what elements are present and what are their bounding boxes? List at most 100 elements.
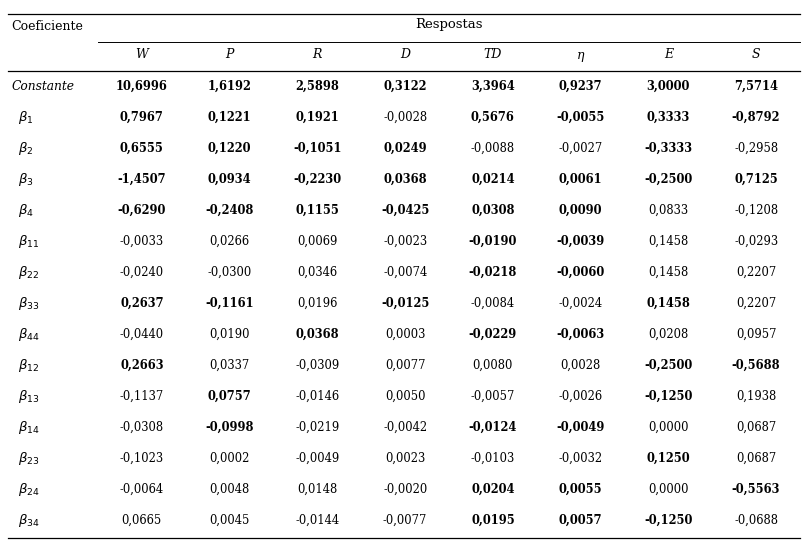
Text: 0,0195: 0,0195 xyxy=(471,514,515,527)
Text: -0,0020: -0,0020 xyxy=(383,483,427,496)
Text: -0,0146: -0,0146 xyxy=(295,390,339,403)
Text: -0,1137: -0,1137 xyxy=(120,390,164,403)
Text: 0,0934: 0,0934 xyxy=(208,173,251,186)
Text: -0,0240: -0,0240 xyxy=(120,266,164,279)
Text: -0,1250: -0,1250 xyxy=(644,390,692,403)
Text: -0,0688: -0,0688 xyxy=(734,514,778,527)
Text: 0,0833: 0,0833 xyxy=(648,204,688,217)
Text: -0,0425: -0,0425 xyxy=(381,204,430,217)
Text: -0,0055: -0,0055 xyxy=(556,111,604,124)
Text: -0,2500: -0,2500 xyxy=(644,359,692,372)
Text: -0,0024: -0,0024 xyxy=(559,297,603,310)
Text: -0,2230: -0,2230 xyxy=(293,173,342,186)
Text: Coeficiente: Coeficiente xyxy=(11,20,83,33)
Text: -0,0084: -0,0084 xyxy=(471,297,515,310)
Text: $\beta_{14}$: $\beta_{14}$ xyxy=(18,419,39,436)
Text: -0,0028: -0,0028 xyxy=(383,111,427,124)
Text: 0,0000: 0,0000 xyxy=(648,483,688,496)
Text: 0,0266: 0,0266 xyxy=(210,235,250,248)
Text: -0,0218: -0,0218 xyxy=(468,266,517,279)
Text: $\beta_{13}$: $\beta_{13}$ xyxy=(18,388,39,405)
Text: -0,0293: -0,0293 xyxy=(734,235,778,248)
Text: 0,0190: 0,0190 xyxy=(210,328,250,341)
Text: -0,0998: -0,0998 xyxy=(206,421,254,434)
Text: -0,0309: -0,0309 xyxy=(295,359,339,372)
Text: 3,3964: 3,3964 xyxy=(471,80,515,93)
Text: -0,0063: -0,0063 xyxy=(556,328,604,341)
Text: -0,0042: -0,0042 xyxy=(383,421,427,434)
Text: 0,2207: 0,2207 xyxy=(736,266,776,279)
Text: E: E xyxy=(664,48,673,61)
Text: $\beta_{22}$: $\beta_{22}$ xyxy=(18,264,39,281)
Text: 0,7967: 0,7967 xyxy=(120,111,164,124)
Text: 0,1938: 0,1938 xyxy=(736,390,776,403)
Text: 0,0048: 0,0048 xyxy=(210,483,250,496)
Text: 0,9237: 0,9237 xyxy=(559,80,602,93)
Text: -0,1161: -0,1161 xyxy=(206,297,254,310)
Text: 0,3333: 0,3333 xyxy=(646,111,690,124)
Text: 0,0757: 0,0757 xyxy=(208,390,251,403)
Text: 0,0308: 0,0308 xyxy=(472,204,514,217)
Text: 0,1458: 0,1458 xyxy=(646,297,690,310)
Text: -0,0077: -0,0077 xyxy=(383,514,427,527)
Text: 0,0687: 0,0687 xyxy=(736,421,776,434)
Text: Constante: Constante xyxy=(12,80,75,93)
Text: W: W xyxy=(135,48,148,61)
Text: -0,0088: -0,0088 xyxy=(471,142,515,155)
Text: $\beta_{12}$: $\beta_{12}$ xyxy=(18,357,39,374)
Text: Respostas: Respostas xyxy=(415,18,483,31)
Text: -0,0026: -0,0026 xyxy=(559,390,603,403)
Text: 0,0665: 0,0665 xyxy=(122,514,162,527)
Text: -0,0124: -0,0124 xyxy=(468,421,517,434)
Text: -0,0049: -0,0049 xyxy=(556,421,604,434)
Text: -0,0049: -0,0049 xyxy=(295,452,339,465)
Text: R: R xyxy=(313,48,322,61)
Text: $\beta_{11}$: $\beta_{11}$ xyxy=(18,233,39,250)
Text: -0,2408: -0,2408 xyxy=(206,204,254,217)
Text: -0,1051: -0,1051 xyxy=(293,142,342,155)
Text: 1,6192: 1,6192 xyxy=(208,80,251,93)
Text: -1,4507: -1,4507 xyxy=(118,173,166,186)
Text: -0,0064: -0,0064 xyxy=(120,483,164,496)
Text: -0,1023: -0,1023 xyxy=(120,452,164,465)
Text: $\beta_{1}$: $\beta_{1}$ xyxy=(18,109,34,126)
Text: 0,1458: 0,1458 xyxy=(648,266,688,279)
Text: 0,7125: 0,7125 xyxy=(734,173,778,186)
Text: TD: TD xyxy=(484,48,502,61)
Text: 0,0204: 0,0204 xyxy=(472,483,514,496)
Text: $\beta_{2}$: $\beta_{2}$ xyxy=(18,140,33,157)
Text: 7,5714: 7,5714 xyxy=(734,80,778,93)
Text: 0,0208: 0,0208 xyxy=(648,328,688,341)
Text: -0,0032: -0,0032 xyxy=(559,452,603,465)
Text: 0,0028: 0,0028 xyxy=(560,359,600,372)
Text: -0,0190: -0,0190 xyxy=(468,235,517,248)
Text: -0,0300: -0,0300 xyxy=(207,266,251,279)
Text: 0,1220: 0,1220 xyxy=(208,142,251,155)
Text: 0,0003: 0,0003 xyxy=(385,328,426,341)
Text: $\beta_{33}$: $\beta_{33}$ xyxy=(18,295,39,312)
Text: 3,0000: 3,0000 xyxy=(646,80,690,93)
Text: -0,0057: -0,0057 xyxy=(471,390,515,403)
Text: 0,1921: 0,1921 xyxy=(296,111,339,124)
Text: S: S xyxy=(752,48,760,61)
Text: 0,1221: 0,1221 xyxy=(208,111,251,124)
Text: 0,2637: 0,2637 xyxy=(120,297,164,310)
Text: 0,0000: 0,0000 xyxy=(648,421,688,434)
Text: $\beta_{23}$: $\beta_{23}$ xyxy=(18,450,39,467)
Text: 2,5898: 2,5898 xyxy=(296,80,339,93)
Text: 0,0023: 0,0023 xyxy=(385,452,426,465)
Text: -0,0033: -0,0033 xyxy=(120,235,164,248)
Text: -0,2500: -0,2500 xyxy=(644,173,692,186)
Text: -0,1208: -0,1208 xyxy=(734,204,778,217)
Text: 0,1250: 0,1250 xyxy=(646,452,690,465)
Text: 0,3122: 0,3122 xyxy=(384,80,427,93)
Text: -0,0023: -0,0023 xyxy=(383,235,427,248)
Text: η: η xyxy=(577,48,584,61)
Text: -0,8792: -0,8792 xyxy=(732,111,780,124)
Text: 0,0368: 0,0368 xyxy=(384,173,427,186)
Text: $\beta_{24}$: $\beta_{24}$ xyxy=(18,481,39,498)
Text: 0,2663: 0,2663 xyxy=(120,359,164,372)
Text: 0,0080: 0,0080 xyxy=(472,359,513,372)
Text: -0,3333: -0,3333 xyxy=(644,142,692,155)
Text: 0,1458: 0,1458 xyxy=(648,235,688,248)
